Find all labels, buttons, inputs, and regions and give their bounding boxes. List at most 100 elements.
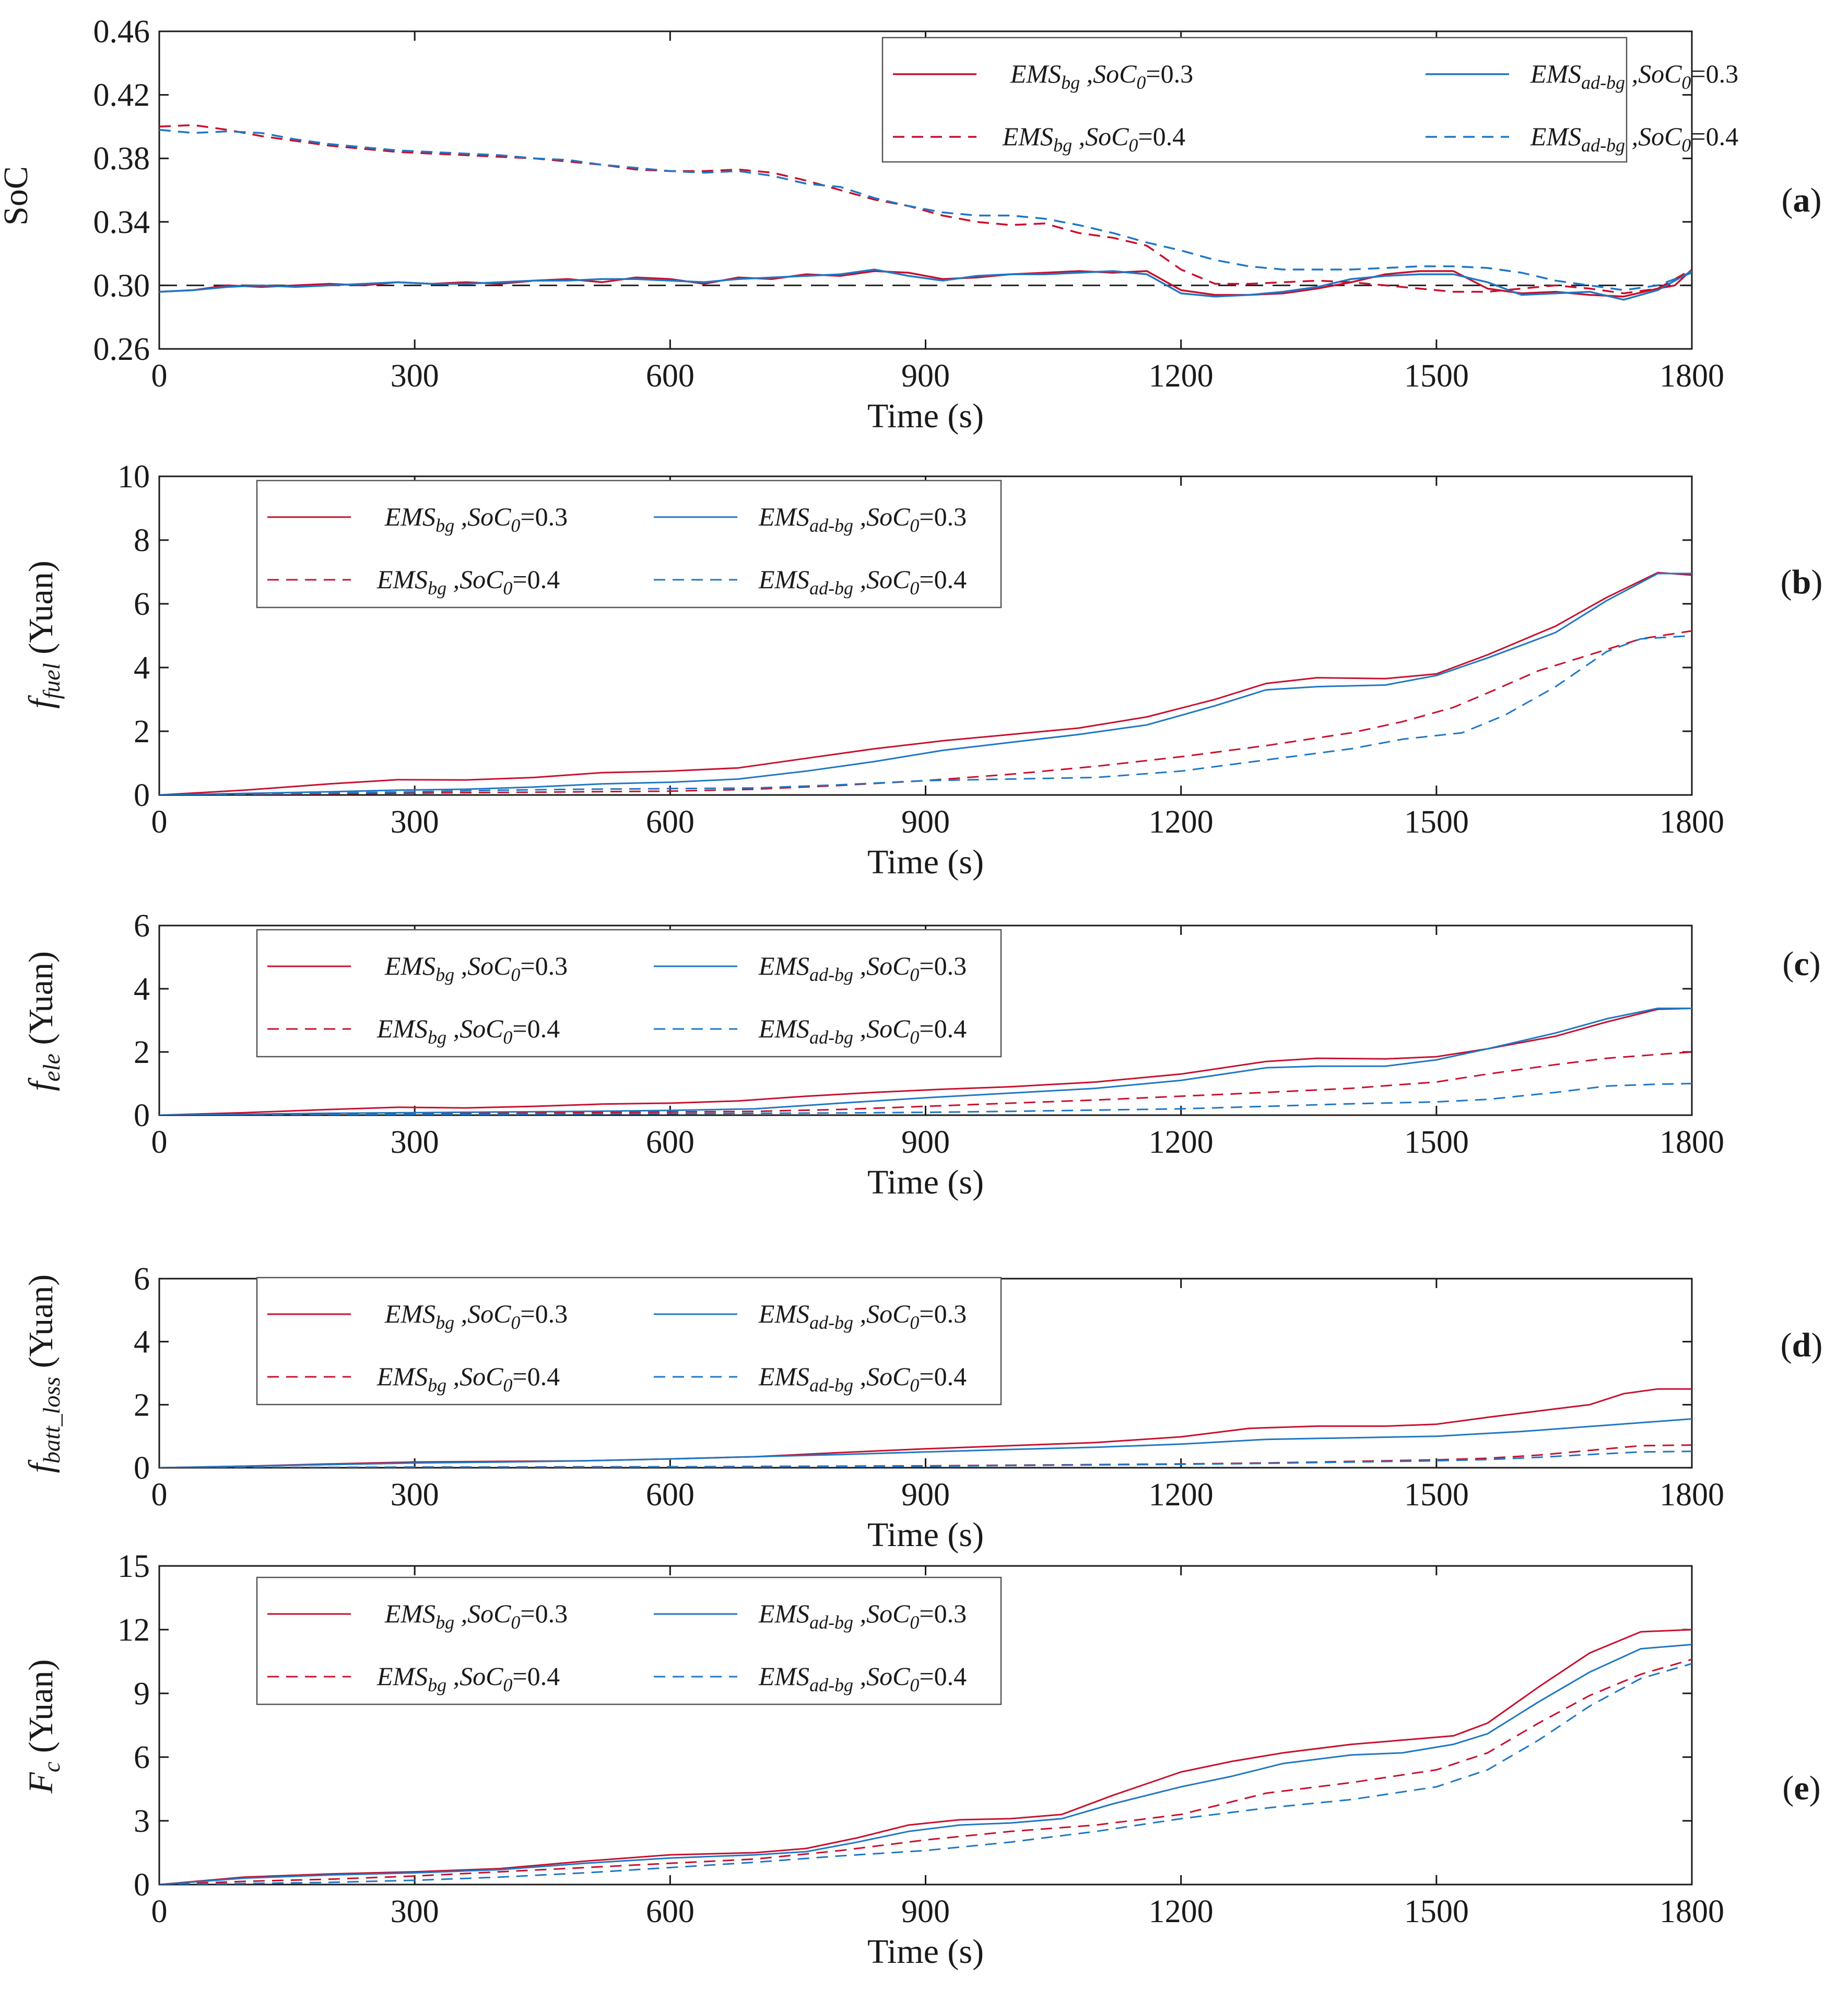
x-tick-label: 1200 — [1149, 1477, 1214, 1513]
y-tick-label: 0 — [134, 1867, 150, 1903]
x-tick-label: 900 — [901, 1477, 950, 1513]
x-tick-label: 600 — [646, 1477, 695, 1513]
panel-label: (c) — [1782, 945, 1820, 983]
legend-label: EMSad-bg ,SoC0=0.4 — [758, 1362, 967, 1396]
x-tick-label: 0 — [151, 1894, 168, 1929]
y-tick-label: 4 — [134, 650, 150, 686]
x-tick-label: 300 — [391, 1894, 439, 1929]
x-tick-label: 900 — [901, 358, 950, 394]
x-tick-label: 300 — [391, 804, 439, 840]
x-tick-label: 1500 — [1404, 358, 1469, 394]
x-tick-label: 1500 — [1404, 1477, 1469, 1513]
y-tick-label: 15 — [117, 1549, 150, 1584]
x-tick-label: 900 — [901, 1125, 950, 1160]
series-line-3 — [159, 1083, 1692, 1115]
legend: EMSbg ,SoC0=0.3 EMSad-bg ,SoC0=0.3 EMSbg ,… — [256, 1576, 1002, 1705]
x-axis-title: Time (s) — [867, 1516, 984, 1554]
y-tick-label: 6 — [134, 1740, 150, 1775]
legend-label: EMSbg ,SoC0=0.4 — [376, 1014, 560, 1048]
x-tick-label: 300 — [391, 358, 439, 394]
legend-label: EMSad-bg ,SoC0=0.3 — [758, 502, 967, 536]
y-tick-label: 6 — [134, 908, 150, 944]
panel-label: (d) — [1781, 1326, 1823, 1364]
y-tick-label: 0 — [134, 1450, 150, 1486]
legend: EMSbg ,SoC0=0.3 EMSad-bg ,SoC0=0.3 EMSbg ,… — [256, 1277, 1002, 1406]
series-line-1 — [159, 268, 1692, 301]
x-tick-label: 1200 — [1149, 1125, 1214, 1160]
y-tick-label: 0.34 — [93, 205, 150, 240]
x-axis-title: Time (s) — [867, 843, 984, 881]
x-tick-label: 600 — [646, 358, 695, 394]
y-tick-label: 9 — [134, 1676, 150, 1712]
series-line-2 — [159, 630, 1692, 795]
panel-b: 0 300 600 900 1200 1500 1800 0 2 4 6 8 10 Time (s) ffu… — [22, 459, 1822, 881]
x-tick-label: 1800 — [1659, 358, 1724, 394]
legend-label: EMSbg ,SoC0=0.3 — [384, 502, 568, 536]
legend-label: EMSbg ,SoC0=0.3 — [1010, 59, 1193, 93]
legend-label: EMSbg ,SoC0=0.3 — [384, 951, 568, 985]
legend-label: EMSad-bg ,SoC0=0.3 — [758, 1299, 967, 1333]
y-tick-label: 0.26 — [93, 332, 150, 367]
x-tick-label: 1500 — [1404, 804, 1469, 840]
legend-box — [256, 929, 1002, 1058]
series-line-1 — [159, 1644, 1692, 1885]
legend-label: EMSad-bg ,SoC0=0.3 — [758, 1599, 967, 1633]
x-tick-label: 1800 — [1659, 1125, 1724, 1160]
y-tick-label: 3 — [134, 1804, 150, 1839]
legend-label: EMSbg ,SoC0=0.3 — [384, 1299, 568, 1333]
legend-box — [256, 1576, 1002, 1705]
y-tick-label: 2 — [134, 714, 150, 750]
y-tick-label: 10 — [117, 459, 150, 495]
y-axis-title: fbatt_loss (Yuan) — [22, 1274, 65, 1473]
y-tick-label: 12 — [117, 1612, 150, 1648]
x-tick-label: 300 — [391, 1477, 439, 1513]
x-tick-label: 1800 — [1659, 804, 1724, 840]
y-tick-label: 2 — [134, 1387, 150, 1423]
y-tick-label: 0 — [134, 1098, 150, 1133]
series-line-1 — [159, 1418, 1692, 1468]
series-line-1 — [159, 572, 1692, 795]
legend-box — [256, 1277, 1002, 1406]
x-axis-title: Time (s) — [867, 1933, 984, 1971]
legend-label: EMSbg ,SoC0=0.4 — [376, 1362, 560, 1396]
series-line-0 — [159, 1629, 1692, 1885]
panel-e: 0 300 600 900 1200 1500 1800 0 3 6 9 12 15 Time (s) Fc… — [22, 1549, 1821, 1971]
x-tick-label: 1200 — [1149, 804, 1214, 840]
legend-label: EMSad-bg ,SoC0=0.4 — [1530, 122, 1738, 156]
panel-a: 0 300 600 900 1200 1500 1800 0.26 0.30 0.34 0.38 0.… — [0, 14, 1821, 435]
x-tick-label: 600 — [646, 1894, 695, 1929]
legend: EMSbg ,SoC0=0.3 EMSad-bg ,SoC0=0.3 EMSbg ,… — [256, 479, 1002, 609]
panel-d: 0 300 600 900 1200 1500 1800 0 2 4 6 Time (s) fbatt_… — [22, 1261, 1822, 1554]
x-tick-label: 0 — [151, 1477, 168, 1513]
x-axis-title: Time (s) — [867, 1163, 984, 1201]
legend-box — [881, 37, 1628, 163]
panel-label: (b) — [1781, 563, 1823, 601]
x-axis-title: Time (s) — [867, 397, 984, 435]
legend: EMSbg ,SoC0=0.3 EMSad-bg ,SoC0=0.3 EMSbg ,… — [881, 37, 1738, 163]
x-tick-label: 1500 — [1404, 1125, 1469, 1160]
x-tick-label: 1200 — [1149, 358, 1214, 394]
x-tick-label: 1500 — [1404, 1894, 1469, 1929]
legend-label: EMSbg ,SoC0=0.4 — [376, 565, 560, 599]
x-tick-label: 600 — [646, 804, 695, 840]
x-tick-label: 300 — [391, 1125, 439, 1160]
y-tick-label: 0.46 — [93, 14, 150, 50]
legend: EMSbg ,SoC0=0.3 EMSad-bg ,SoC0=0.3 EMSbg ,… — [256, 929, 1002, 1058]
series-line-3 — [159, 1450, 1692, 1468]
x-tick-label: 600 — [646, 1125, 695, 1160]
y-axis-title: Fc (Yuan) — [22, 1659, 65, 1794]
y-tick-label: 0.42 — [93, 78, 150, 113]
legend-label: EMSad-bg ,SoC0=0.3 — [758, 951, 967, 985]
legend-label: EMSad-bg ,SoC0=0.4 — [758, 1014, 967, 1048]
y-tick-label: 0.30 — [93, 268, 150, 303]
y-tick-label: 6 — [134, 1261, 150, 1297]
y-tick-label: 2 — [134, 1035, 150, 1070]
x-tick-label: 900 — [901, 1894, 950, 1929]
legend-label: EMSad-bg ,SoC0=0.4 — [758, 565, 967, 599]
x-tick-label: 0 — [151, 358, 168, 394]
x-tick-label: 0 — [151, 804, 168, 840]
series-line-3 — [159, 635, 1692, 795]
y-tick-label: 0 — [134, 778, 150, 813]
legend-label: EMSad-bg ,SoC0=0.4 — [758, 1662, 967, 1695]
